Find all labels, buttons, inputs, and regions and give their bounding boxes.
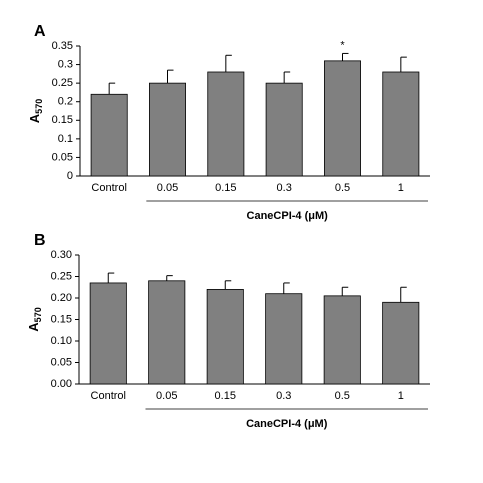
x-tick-label: 0.3 [276, 390, 291, 402]
y-tick-label: 0.05 [51, 356, 72, 368]
y-tick-label: 0.05 [52, 151, 73, 163]
bar [90, 93, 128, 177]
significance-mark: * [340, 39, 345, 51]
bar [382, 301, 420, 385]
bar [265, 82, 303, 177]
x-tick-label: 0.15 [215, 182, 236, 194]
bar [149, 82, 186, 177]
x-tick-label: 0.15 [215, 390, 236, 402]
x-tick-label: 0.05 [157, 182, 178, 194]
group-label: CaneCPI-4 (μM) [247, 210, 329, 222]
bar [207, 71, 245, 177]
y-tick-label: 0.25 [51, 270, 72, 282]
x-tick-label: 1 [398, 182, 404, 194]
y-tick-label: 0.30 [51, 249, 72, 261]
y-tick-label: 0.20 [51, 292, 72, 304]
y-tick-label: 0.15 [51, 313, 72, 325]
y-tick-label: 0.00 [51, 378, 72, 390]
y-axis-label-sub: 570 [34, 99, 44, 114]
x-tick-label: Control [91, 390, 126, 402]
y-tick-label: 0.2 [58, 96, 73, 108]
y-tick-label: 0.15 [52, 114, 73, 126]
y-tick-label: 0.35 [52, 40, 73, 52]
bar [323, 295, 361, 385]
y-tick-label: 0.25 [52, 77, 73, 89]
y-tick-label: 0.1 [58, 133, 73, 145]
bar [265, 293, 303, 385]
bar [89, 282, 127, 385]
bar [148, 280, 186, 385]
x-tick-label: Control [91, 182, 126, 194]
x-tick-label: 1 [398, 390, 404, 402]
panel-label: B [34, 232, 46, 249]
y-axis-label-sub: 570 [33, 307, 43, 322]
x-tick-label: 0.05 [156, 390, 177, 402]
group-label: CaneCPI-4 (μM) [246, 418, 328, 430]
x-tick-label: 0.5 [335, 390, 350, 402]
y-axis-label: A570 [26, 307, 43, 331]
x-tick-label: 0.5 [335, 182, 350, 194]
x-tick-label: 0.3 [277, 182, 292, 194]
panel-label: A [34, 23, 46, 40]
y-tick-label: 0 [67, 170, 73, 182]
y-axis-label-main: A [26, 322, 41, 332]
bar [324, 60, 361, 177]
y-tick-label: 0.3 [58, 58, 73, 70]
bar [206, 288, 244, 385]
y-axis-label: A570 [27, 99, 44, 123]
bar [382, 71, 420, 177]
y-tick-label: 0.10 [51, 335, 72, 347]
y-axis-label-main: A [27, 113, 42, 123]
